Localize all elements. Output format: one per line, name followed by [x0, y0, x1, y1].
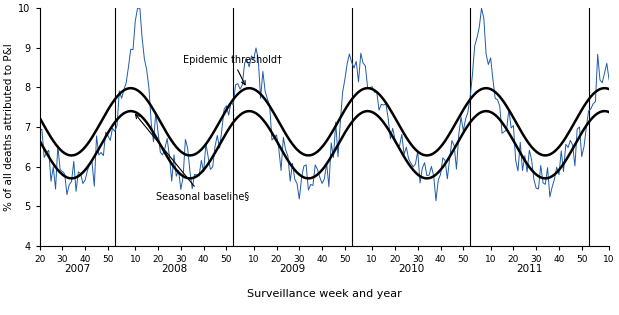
Text: Seasonal baseline§: Seasonal baseline§ [136, 114, 249, 201]
X-axis label: Surveillance week and year: Surveillance week and year [247, 289, 402, 299]
Text: 2008: 2008 [161, 264, 187, 273]
Y-axis label: % of all deaths attributed to P&I: % of all deaths attributed to P&I [4, 43, 14, 211]
Text: Epidemic threshold†: Epidemic threshold† [183, 54, 282, 85]
Text: 2007: 2007 [64, 264, 90, 273]
Text: 2009: 2009 [279, 264, 306, 273]
Text: 2011: 2011 [516, 264, 542, 273]
Text: 2010: 2010 [398, 264, 424, 273]
